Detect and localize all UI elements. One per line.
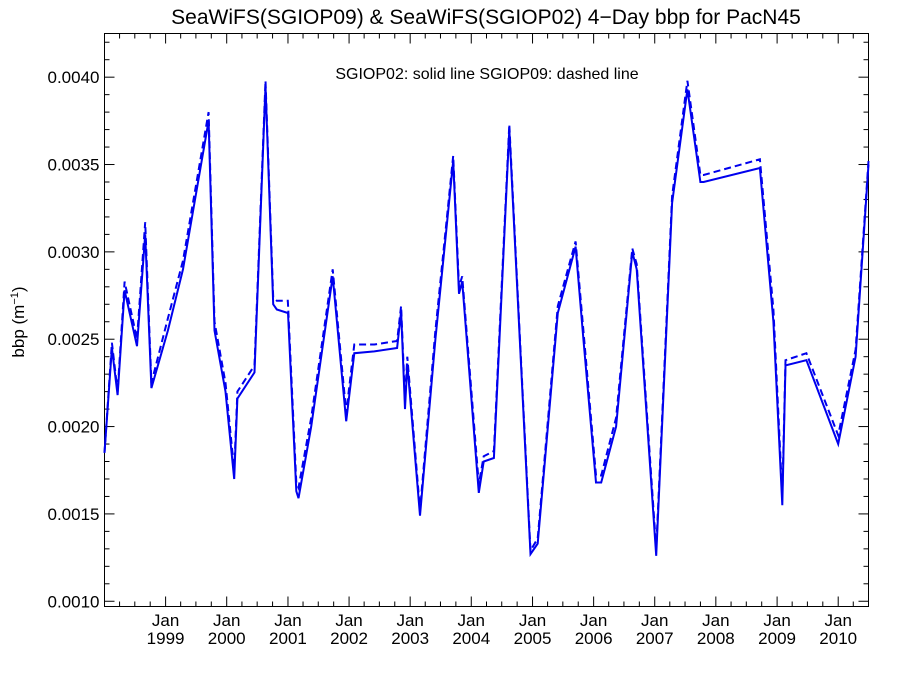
x-tick-label-month: Jan xyxy=(641,611,668,630)
y-tick-label: 0.0020 xyxy=(48,418,100,437)
x-tick-label-month: Jan xyxy=(580,611,607,630)
x-tick-label-month: Jan xyxy=(396,611,423,630)
y-axis-label-main: bbp (m xyxy=(9,305,28,358)
x-tick-label-month: Jan xyxy=(152,611,179,630)
series-line-sgiop09 xyxy=(103,80,870,554)
x-tick-label-month: Jan xyxy=(763,611,790,630)
x-tick-label-year: 2002 xyxy=(330,629,368,648)
x-tick-label-year: 2001 xyxy=(269,629,307,648)
x-tick-label-year: 2009 xyxy=(758,629,796,648)
x-tick-label-month: Jan xyxy=(824,611,851,630)
y-tick-label: 0.0025 xyxy=(48,330,100,349)
y-tick-label: 0.0010 xyxy=(48,592,100,611)
x-tick-label-month: Jan xyxy=(274,611,301,630)
x-tick-label-year: 2010 xyxy=(819,629,857,648)
x-tick-label-year: 2005 xyxy=(514,629,552,648)
series-line-sgiop02 xyxy=(103,85,870,558)
x-tick-label-year: 2003 xyxy=(391,629,429,648)
x-tick-label-month: Jan xyxy=(519,611,546,630)
x-tick-label-year: 2007 xyxy=(636,629,674,648)
x-axis-tick-labels: Jan1999Jan2000Jan2001Jan2002Jan2003Jan20… xyxy=(147,611,857,648)
x-tick-label-month: Jan xyxy=(335,611,362,630)
x-tick-label-year: 2006 xyxy=(575,629,613,648)
y-tick-label: 0.0040 xyxy=(48,68,100,87)
x-tick-label-month: Jan xyxy=(458,611,485,630)
x-tick-label-month: Jan xyxy=(213,611,240,630)
y-axis-tick-labels: 0.0010 0.0015 0.0020 0.0025 0.0030 0.0035 0.00… xyxy=(48,68,100,611)
x-tick-label-year: 2004 xyxy=(452,629,490,648)
y-axis-label-exponent: −1 xyxy=(9,292,21,305)
y-tick-label: 0.0015 xyxy=(48,505,100,524)
x-tick-label-year: 1999 xyxy=(147,629,185,648)
x-tick-label-year: 2000 xyxy=(208,629,246,648)
plot-area-frame xyxy=(104,33,869,607)
chart-title: SeaWiFS(SGIOP09) & SeaWiFS(SGIOP02) 4−Da… xyxy=(171,6,801,29)
x-tick-label-year: 2008 xyxy=(697,629,735,648)
series-lines xyxy=(103,80,870,558)
axis-ticks xyxy=(104,33,869,607)
y-tick-label: 0.0030 xyxy=(48,243,100,262)
y-axis-label-close: ) xyxy=(9,286,28,292)
line-style-annotation: SGIOP02: solid line SGIOP09: dashed line xyxy=(335,66,638,83)
x-tick-label-month: Jan xyxy=(702,611,729,630)
y-tick-label: 0.0035 xyxy=(48,156,100,175)
y-axis-label: bbp (m−1) xyxy=(9,286,28,357)
